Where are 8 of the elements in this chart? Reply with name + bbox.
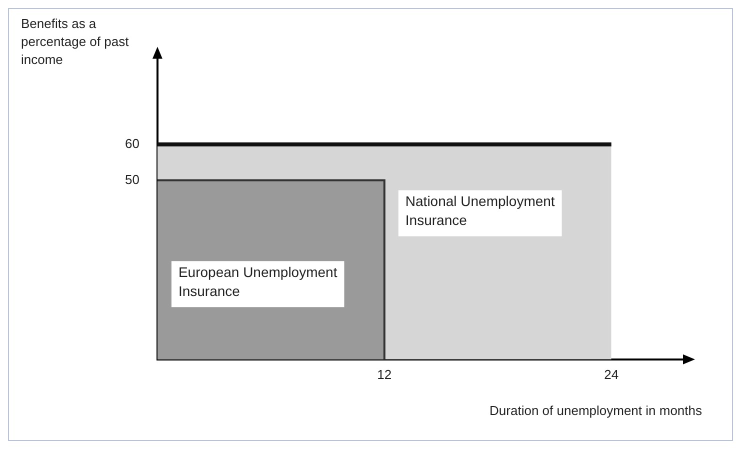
y-tick-label: 60 [124, 136, 140, 151]
series-label: European Unemployment Insurance [178, 264, 338, 300]
x-axis-title: Duration of unemployment in months [490, 403, 702, 418]
x-tick-label: 12 [377, 366, 392, 382]
series-label: National Unemployment Insurance [405, 193, 555, 228]
y-axis-title: Benefits as a percentage of past income [21, 15, 130, 69]
y-tick-label: 50 [124, 172, 140, 187]
x-tick-label: 24 [604, 366, 619, 382]
